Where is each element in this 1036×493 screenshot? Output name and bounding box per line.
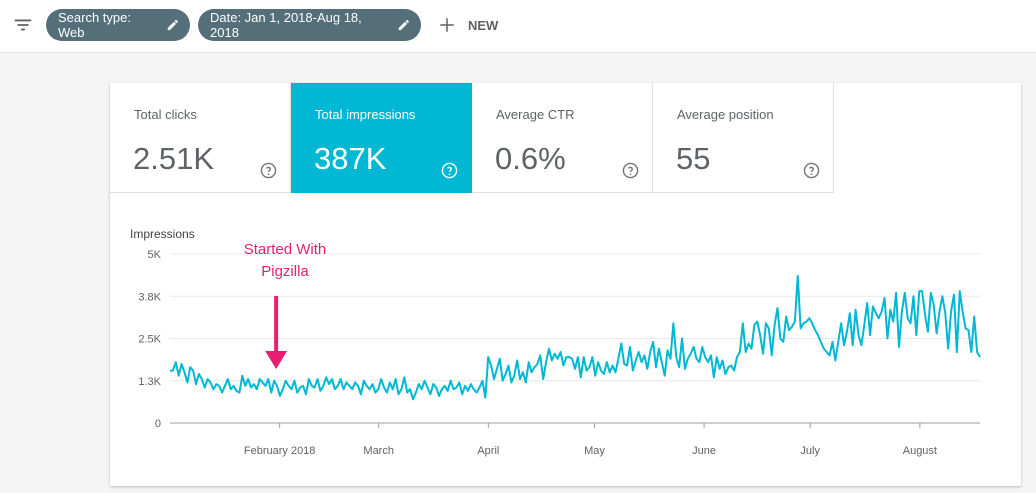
pencil-icon[interactable]: [166, 18, 180, 32]
y-tick-label: 2.5K: [138, 334, 161, 346]
y-axis: 0 1.3K 2.5K 3.8K 5K: [138, 249, 161, 430]
chart-ylabel: Impressions: [130, 227, 195, 241]
metric-label: Total clicks: [134, 107, 197, 122]
metric-value: 387K: [314, 141, 387, 176]
plus-icon: [440, 18, 454, 32]
metric-total-impressions[interactable]: Total impressions 387K: [291, 83, 472, 193]
new-filter-button[interactable]: NEW: [438, 12, 498, 38]
annotation: Started With Pigzilla: [244, 241, 327, 369]
y-tick-label: 0: [155, 418, 161, 430]
date-range-chip-label: Date: Jan 1, 2018-Aug 18, 2018: [210, 10, 362, 40]
x-tick-label: August: [903, 445, 937, 457]
filter-icon[interactable]: [12, 14, 34, 36]
help-icon[interactable]: [441, 162, 458, 179]
metric-average-ctr[interactable]: Average CTR 0.6%: [472, 83, 653, 193]
annotation-arrow-head: [265, 351, 288, 369]
chart-grid: [170, 253, 980, 424]
impressions-chart: 0 1.3K 2.5K 3.8K 5K February 2018 March April M…: [130, 227, 981, 457]
metric-value: 2.51K: [133, 141, 215, 176]
x-tick-label: May: [584, 445, 605, 457]
metric-label: Average position: [677, 107, 774, 122]
x-tick-label: April: [477, 445, 499, 457]
metric-total-clicks[interactable]: Total clicks 2.51K: [110, 83, 291, 193]
help-icon[interactable]: [622, 162, 639, 179]
metric-value: 55: [676, 141, 711, 176]
metric-average-position[interactable]: Average position 55: [653, 83, 834, 193]
performance-card: Total clicks 2.51K Total impressions 387…: [110, 83, 1021, 486]
x-axis: February 2018 March April May June July August: [244, 423, 937, 457]
y-tick-label: 1.3K: [138, 376, 161, 388]
search-type-chip-label: Search type: Web: [58, 10, 131, 40]
y-tick-label: 5K: [148, 249, 162, 261]
help-icon[interactable]: [803, 162, 820, 179]
annotation-line-2: Pigzilla: [261, 263, 309, 280]
x-tick-label: July: [800, 445, 820, 457]
y-tick-label: 3.8K: [138, 291, 161, 303]
metric-label: Total impressions: [315, 107, 416, 122]
x-tick-label: March: [363, 445, 394, 457]
new-filter-label: NEW: [468, 17, 499, 33]
x-tick-label: February 2018: [244, 445, 316, 457]
metric-label: Average CTR: [496, 107, 575, 122]
filter-bar: Search type: Web Date: Jan 1, 2018-Aug 1…: [0, 0, 1036, 53]
impressions-series-line: [170, 274, 981, 401]
help-icon[interactable]: [260, 162, 277, 179]
series-layer: [170, 274, 981, 401]
annotation-line-1: Started With: [244, 241, 327, 258]
x-tick-label: June: [692, 445, 716, 457]
metric-value: 0.6%: [495, 141, 566, 176]
date-range-chip[interactable]: Date: Jan 1, 2018-Aug 18, 2018: [198, 9, 421, 41]
pencil-icon[interactable]: [397, 18, 411, 32]
search-type-chip[interactable]: Search type: Web: [46, 9, 190, 41]
